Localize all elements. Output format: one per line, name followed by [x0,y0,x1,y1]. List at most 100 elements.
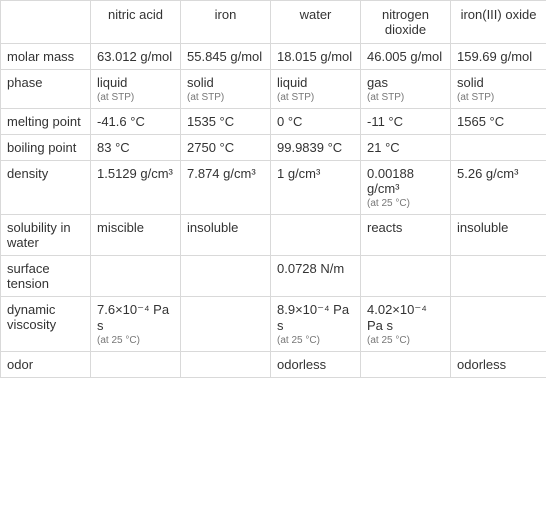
cell-value: gas [367,75,444,90]
header-cell: nitric acid [91,1,181,44]
data-cell: 0.0728 N/m [271,256,361,297]
cell-subtext: (at STP) [277,92,354,103]
data-cell: -11 °C [361,109,451,135]
cell-value: reacts [367,220,444,235]
data-cell: liquid (at STP) [271,70,361,109]
data-cell: 63.012 g/mol [91,44,181,70]
data-cell: 159.69 g/mol [451,44,546,70]
cell-value: solid [457,75,540,90]
table-row: melting point -41.6 °C 1535 °C 0 °C -11 °C 15… [1,109,546,135]
cell-value: 21 °C [367,140,444,155]
row-label-text: solubility in water [7,220,84,250]
data-cell: -41.6 °C [91,109,181,135]
data-cell [91,352,181,378]
data-cell: 83 °C [91,135,181,161]
cell-value: -11 °C [367,114,444,129]
table-body: molar mass 63.012 g/mol 55.845 g/mol 18.015… [1,44,546,378]
data-cell [361,352,451,378]
data-cell: 7.874 g/cm³ [181,161,271,215]
cell-value: 2750 °C [187,140,264,155]
row-label: melting point [1,109,91,135]
data-cell: odorless [271,352,361,378]
data-cell: 2750 °C [181,135,271,161]
data-cell: 1.5129 g/cm³ [91,161,181,215]
cell-value: 8.9×10⁻⁴ Pa s [277,302,354,333]
properties-table: nitric acid iron water nitrogen dioxide … [0,0,546,378]
row-label-text: surface tension [7,261,84,291]
data-cell: 18.015 g/mol [271,44,361,70]
cell-value: 0 °C [277,114,354,129]
cell-value: liquid [277,75,354,90]
row-label-text: dynamic viscosity [7,302,84,332]
col-label: iron(III) oxide [457,7,540,22]
data-cell [451,297,546,352]
row-label: density [1,161,91,215]
cell-value: 18.015 g/mol [277,49,354,64]
cell-subtext: (at STP) [457,92,540,103]
header-cell: iron(III) oxide [451,1,546,44]
cell-value: insoluble [187,220,264,235]
data-cell: 5.26 g/cm³ [451,161,546,215]
table-row: solubility in water miscible insoluble reac… [1,215,546,256]
cell-subtext: (at 25 °C) [277,335,354,346]
data-cell: liquid (at STP) [91,70,181,109]
cell-value: 7.6×10⁻⁴ Pa s [97,302,174,333]
cell-value: 0.00188 g/cm³ [367,166,444,196]
cell-value: insoluble [457,220,540,235]
data-cell: insoluble [181,215,271,256]
cell-value: 63.012 g/mol [97,49,174,64]
cell-value: 1 g/cm³ [277,166,354,181]
row-label: molar mass [1,44,91,70]
cell-value: -41.6 °C [97,114,174,129]
cell-subtext: (at STP) [97,92,174,103]
cell-value: 1535 °C [187,114,264,129]
cell-subtext: (at STP) [187,92,264,103]
cell-value: miscible [97,220,174,235]
table-row: odorodorlessodorless [1,352,546,378]
data-cell: 46.005 g/mol [361,44,451,70]
row-label-text: odor [7,357,84,372]
data-cell: 0 °C [271,109,361,135]
data-cell: solid(at STP) [181,70,271,109]
cell-value: liquid [97,75,174,90]
col-label: iron [187,7,264,22]
header-cell: iron [181,1,271,44]
data-cell [271,215,361,256]
data-cell [181,256,271,297]
data-cell [91,256,181,297]
row-label: odor [1,352,91,378]
data-cell: 8.9×10⁻⁴ Pa s (at 25 °C) [271,297,361,352]
header-row: nitric acid iron water nitrogen dioxide … [1,1,546,44]
col-label: nitrogen dioxide [367,7,444,37]
data-cell: 55.845 g/mol [181,44,271,70]
cell-value: 1565 °C [457,114,540,129]
row-label: dynamic viscosity [1,297,91,352]
table-row: dynamic viscosity 7.6×10⁻⁴ Pa s (at 25 °C)… [1,297,546,352]
data-cell [361,256,451,297]
data-cell: 21 °C [361,135,451,161]
col-label: nitric acid [97,7,174,22]
row-label: phase [1,70,91,109]
cell-value: 159.69 g/mol [457,49,540,64]
row-label: solubility in water [1,215,91,256]
cell-value: 0.0728 N/m [277,261,354,276]
cell-value: 1.5129 g/cm³ [97,166,174,181]
row-label: surface tension [1,256,91,297]
data-cell: 1535 °C [181,109,271,135]
data-cell [181,297,271,352]
data-cell: 4.02×10⁻⁴ Pa s(at 25 °C) [361,297,451,352]
data-cell: miscible [91,215,181,256]
data-cell: 1 g/cm³ [271,161,361,215]
data-cell: reacts [361,215,451,256]
row-label-text: molar mass [7,49,84,64]
data-cell [181,352,271,378]
table-header: nitric acid iron water nitrogen dioxide … [1,1,546,44]
cell-subtext: (at 25 °C) [367,335,444,346]
row-label: boiling point [1,135,91,161]
cell-subtext: (at 25 °C) [97,335,174,346]
cell-value: odorless [277,357,354,372]
table-row: molar mass 63.012 g/mol 55.845 g/mol 18.015… [1,44,546,70]
cell-value: 46.005 g/mol [367,49,444,64]
data-cell: insoluble [451,215,546,256]
col-label: water [277,7,354,22]
